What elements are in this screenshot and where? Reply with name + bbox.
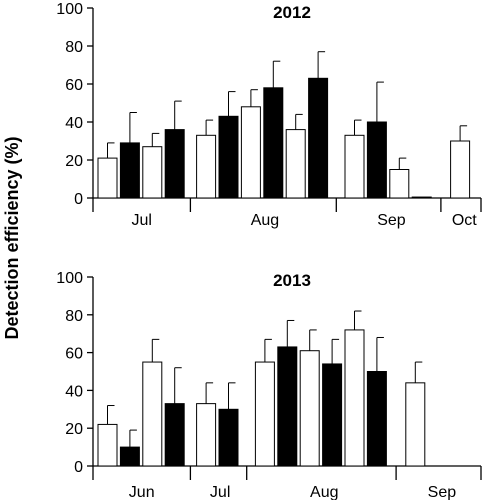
y-tick-label: 100 <box>56 270 83 287</box>
bar <box>97 157 118 199</box>
y-tick-label: 80 <box>65 39 83 56</box>
x-month-label: Sep <box>377 212 406 229</box>
x-month-label: Jun <box>129 484 155 500</box>
bar <box>405 382 426 467</box>
bar <box>366 371 387 467</box>
bar <box>277 346 298 467</box>
bar <box>119 142 140 199</box>
panel-2013: 2013 0 20 40 60 80 100 Jun Jul Aug Sep <box>56 270 482 500</box>
bar <box>285 129 306 199</box>
panel-2012: 2012 0 20 40 60 80 100 Jul Aug Sep Oct <box>56 1 482 229</box>
x-month-label: Jul <box>131 212 151 229</box>
bar <box>218 115 239 199</box>
y-tick-label: 20 <box>65 421 83 438</box>
bar <box>344 134 365 199</box>
bar <box>344 329 365 467</box>
bar <box>196 134 217 199</box>
bar <box>366 121 387 199</box>
y-tick-label: 20 <box>65 153 83 170</box>
y-tick-label: 40 <box>65 383 83 400</box>
bar <box>196 403 217 467</box>
bar <box>389 169 410 199</box>
chart-title: 2012 <box>273 3 311 22</box>
y-tick-label: 0 <box>74 459 83 476</box>
bar <box>119 446 140 467</box>
bar <box>218 408 239 467</box>
y-tick-label: 60 <box>65 77 83 94</box>
y-tick-label: 60 <box>65 346 83 363</box>
bar <box>142 146 163 199</box>
bar <box>450 140 471 199</box>
bar <box>164 129 185 199</box>
y-axis-label: Detection efficiency (%) <box>2 136 22 339</box>
bar <box>164 403 185 467</box>
x-month-label: Jul <box>210 484 230 500</box>
x-month-label: Aug <box>310 484 338 500</box>
chart-title: 2013 <box>273 271 311 290</box>
bar <box>411 196 432 199</box>
y-tick-label: 40 <box>65 115 83 132</box>
x-month-label: Sep <box>428 484 457 500</box>
y-tick-label: 100 <box>56 1 83 18</box>
x-month-label: Aug <box>251 212 279 229</box>
x-month-label: Oct <box>452 212 477 229</box>
bar <box>240 106 261 199</box>
bar <box>299 350 320 467</box>
bar <box>263 87 284 199</box>
y-tick-label: 0 <box>74 191 83 208</box>
bar <box>322 363 343 467</box>
y-tick-label: 80 <box>65 308 83 325</box>
bar <box>142 361 163 467</box>
bar <box>308 77 329 199</box>
bar <box>97 423 118 467</box>
bar <box>254 361 275 467</box>
